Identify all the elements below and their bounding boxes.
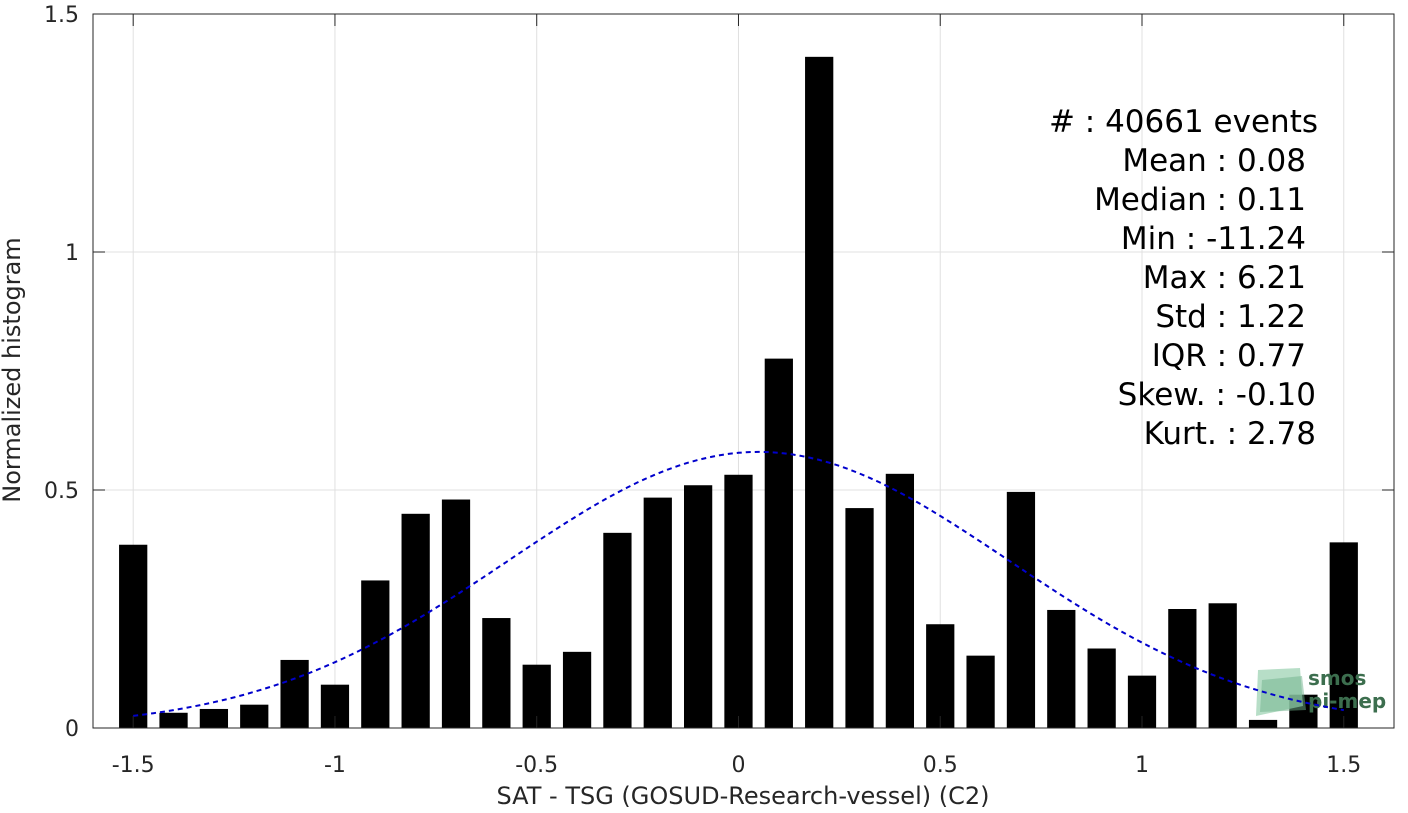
axes-layer	[92, 13, 1395, 729]
histogram-bar	[1208, 603, 1237, 728]
histogram-bar	[240, 704, 269, 728]
histogram-bar	[1248, 719, 1278, 728]
stats-line: Max : 6.21	[1143, 260, 1306, 296]
x-tick-label: -1	[324, 753, 346, 778]
stats-line: Mean : 0.08	[1122, 143, 1306, 179]
histogram-bar	[1087, 648, 1116, 728]
axes-box	[92, 13, 1395, 729]
stats-line: Skew. : -0.10	[1118, 377, 1316, 413]
bars-layer	[119, 56, 1358, 728]
histogram-bar	[562, 651, 592, 728]
histogram-bar	[805, 56, 834, 728]
histogram-bar	[643, 497, 672, 728]
histogram-bar	[966, 655, 995, 728]
logo-text-line2: pi-mep	[1308, 689, 1386, 713]
y-tick-label: 1.5	[44, 3, 79, 28]
stats-line: Kurt. : 2.78	[1144, 416, 1316, 452]
normal-fit-curve	[133, 450, 1344, 717]
y-tick-label: 0	[65, 717, 79, 742]
logo-text-line1: smos	[1308, 666, 1366, 690]
histogram-bar	[926, 624, 955, 728]
logo-wave-icon-2	[1260, 676, 1306, 712]
histogram-bar	[119, 544, 148, 728]
histogram-bar	[482, 618, 511, 728]
x-tick-label: 1.5	[1326, 753, 1361, 778]
stats-line: # : 40661 events	[1049, 104, 1318, 140]
stats-line: IQR : 0.77	[1152, 338, 1306, 374]
y-tick-label: 0.5	[44, 479, 79, 504]
histogram-bar	[603, 532, 632, 728]
stats-line: Median : 0.11	[1094, 182, 1306, 218]
histogram-bar	[361, 580, 390, 728]
histogram-bar	[764, 358, 793, 728]
histogram-bar	[1168, 609, 1197, 728]
histogram-bar	[1329, 542, 1358, 728]
y-axis-title: Normalized histogram	[0, 237, 26, 502]
stats-line: Std : 1.22	[1155, 299, 1306, 335]
histogram-bar	[159, 712, 188, 728]
smos-pi-mep-logo: smos pi-mep	[1256, 666, 1386, 716]
x-axis-title: SAT - TSG (GOSUD-Research-vessel) (C2)	[497, 782, 990, 809]
ticks-layer: -1.5 -1 -0.5 0 0.5 1 1.5 0 0.5 1 1.5	[44, 3, 1394, 778]
histogram-bar	[724, 474, 753, 728]
x-tick-label: 0.5	[923, 753, 958, 778]
histogram-bar	[441, 499, 471, 728]
histogram-bar	[280, 659, 309, 728]
x-tick-label: 1	[1135, 753, 1149, 778]
histogram-bar	[1047, 609, 1076, 728]
stats-line: Min : -11.24	[1121, 221, 1306, 257]
histogram-bar	[1006, 491, 1036, 728]
y-tick-label: 1	[65, 241, 79, 266]
histogram-bar	[845, 508, 874, 728]
histogram-bar	[885, 473, 915, 728]
histogram-bar	[199, 708, 229, 728]
x-tick-label: -0.5	[515, 753, 558, 778]
histogram-bar	[684, 485, 713, 728]
x-tick-label: 0	[731, 753, 745, 778]
x-tick-label: -1.5	[112, 753, 155, 778]
